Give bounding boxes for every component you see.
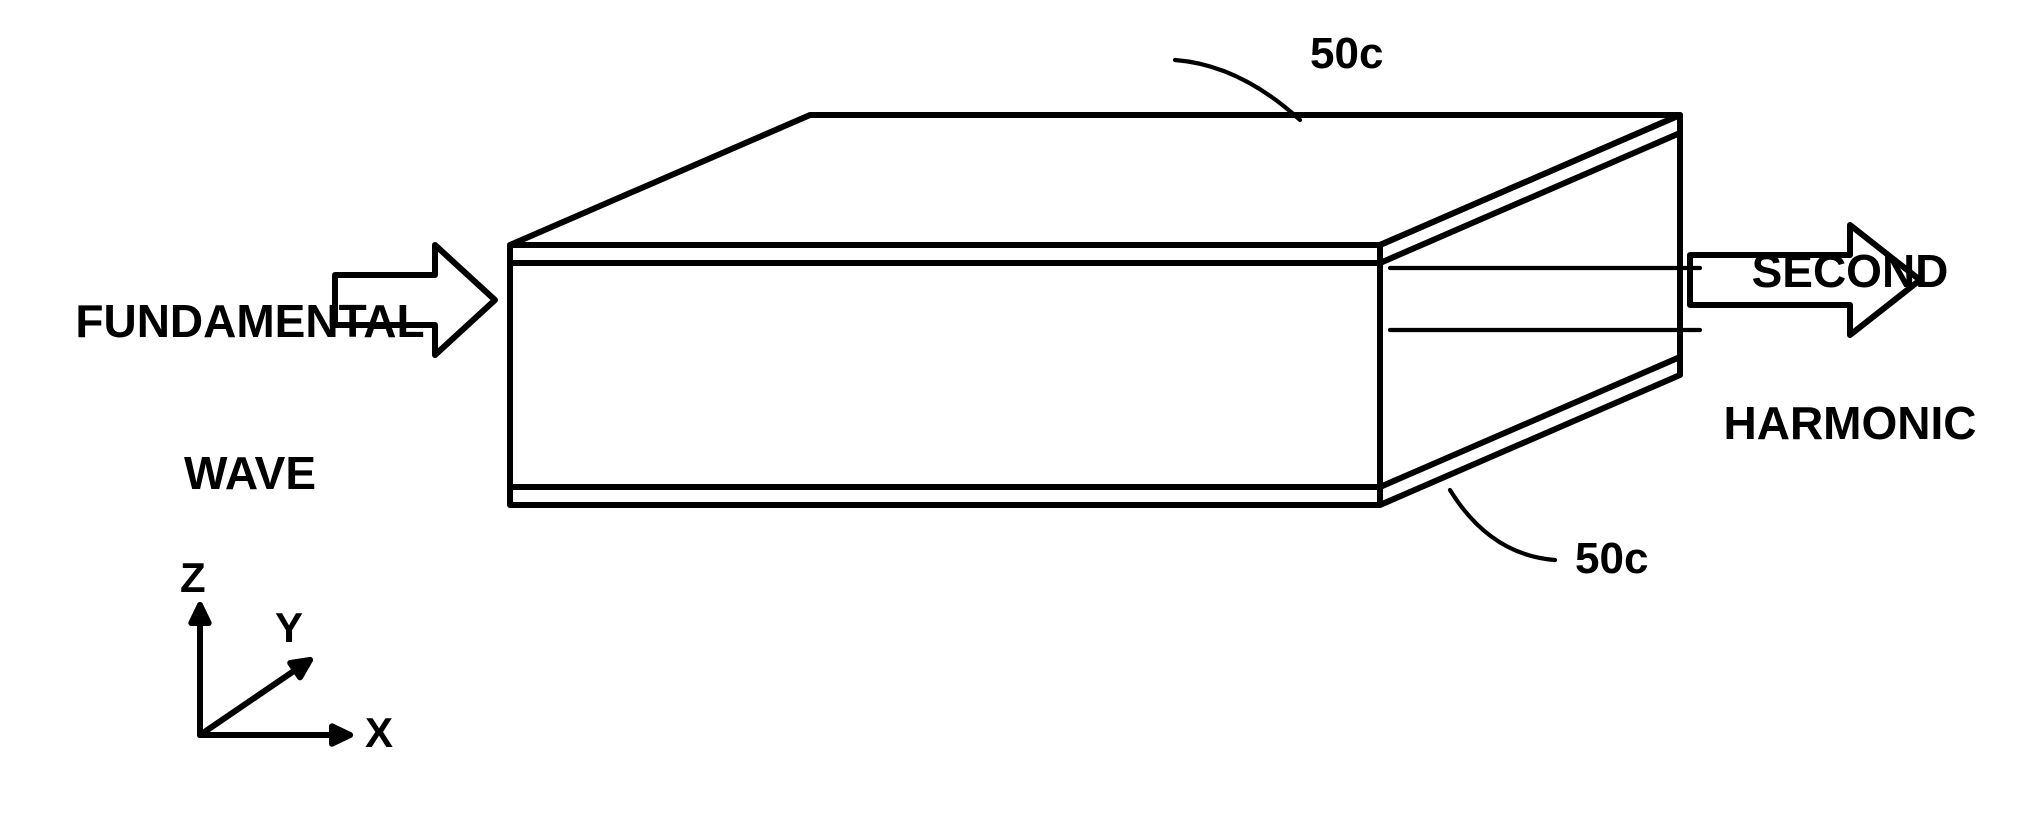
axis-z-label: Z: [180, 555, 206, 601]
second-harmonic-line2: HARMONIC: [1690, 398, 2010, 449]
second-harmonic-label: SECOND HARMONIC: [1690, 145, 2010, 550]
second-harmonic-line1: SECOND: [1690, 246, 2010, 297]
fundamental-wave-label: FUNDAMENTAL WAVE: [60, 195, 440, 600]
axis-x-label: X: [365, 710, 393, 756]
fundamental-wave-line1: FUNDAMENTAL: [60, 296, 440, 347]
callout-top-label: 50c: [1310, 30, 1383, 78]
axis-y-label: Y: [275, 605, 303, 651]
diagram-stage: FUNDAMENTAL WAVE SECOND HARMONIC 50c 50c…: [0, 0, 2042, 815]
callout-bottom-label: 50c: [1575, 535, 1648, 583]
fundamental-wave-line2: WAVE: [60, 448, 440, 499]
